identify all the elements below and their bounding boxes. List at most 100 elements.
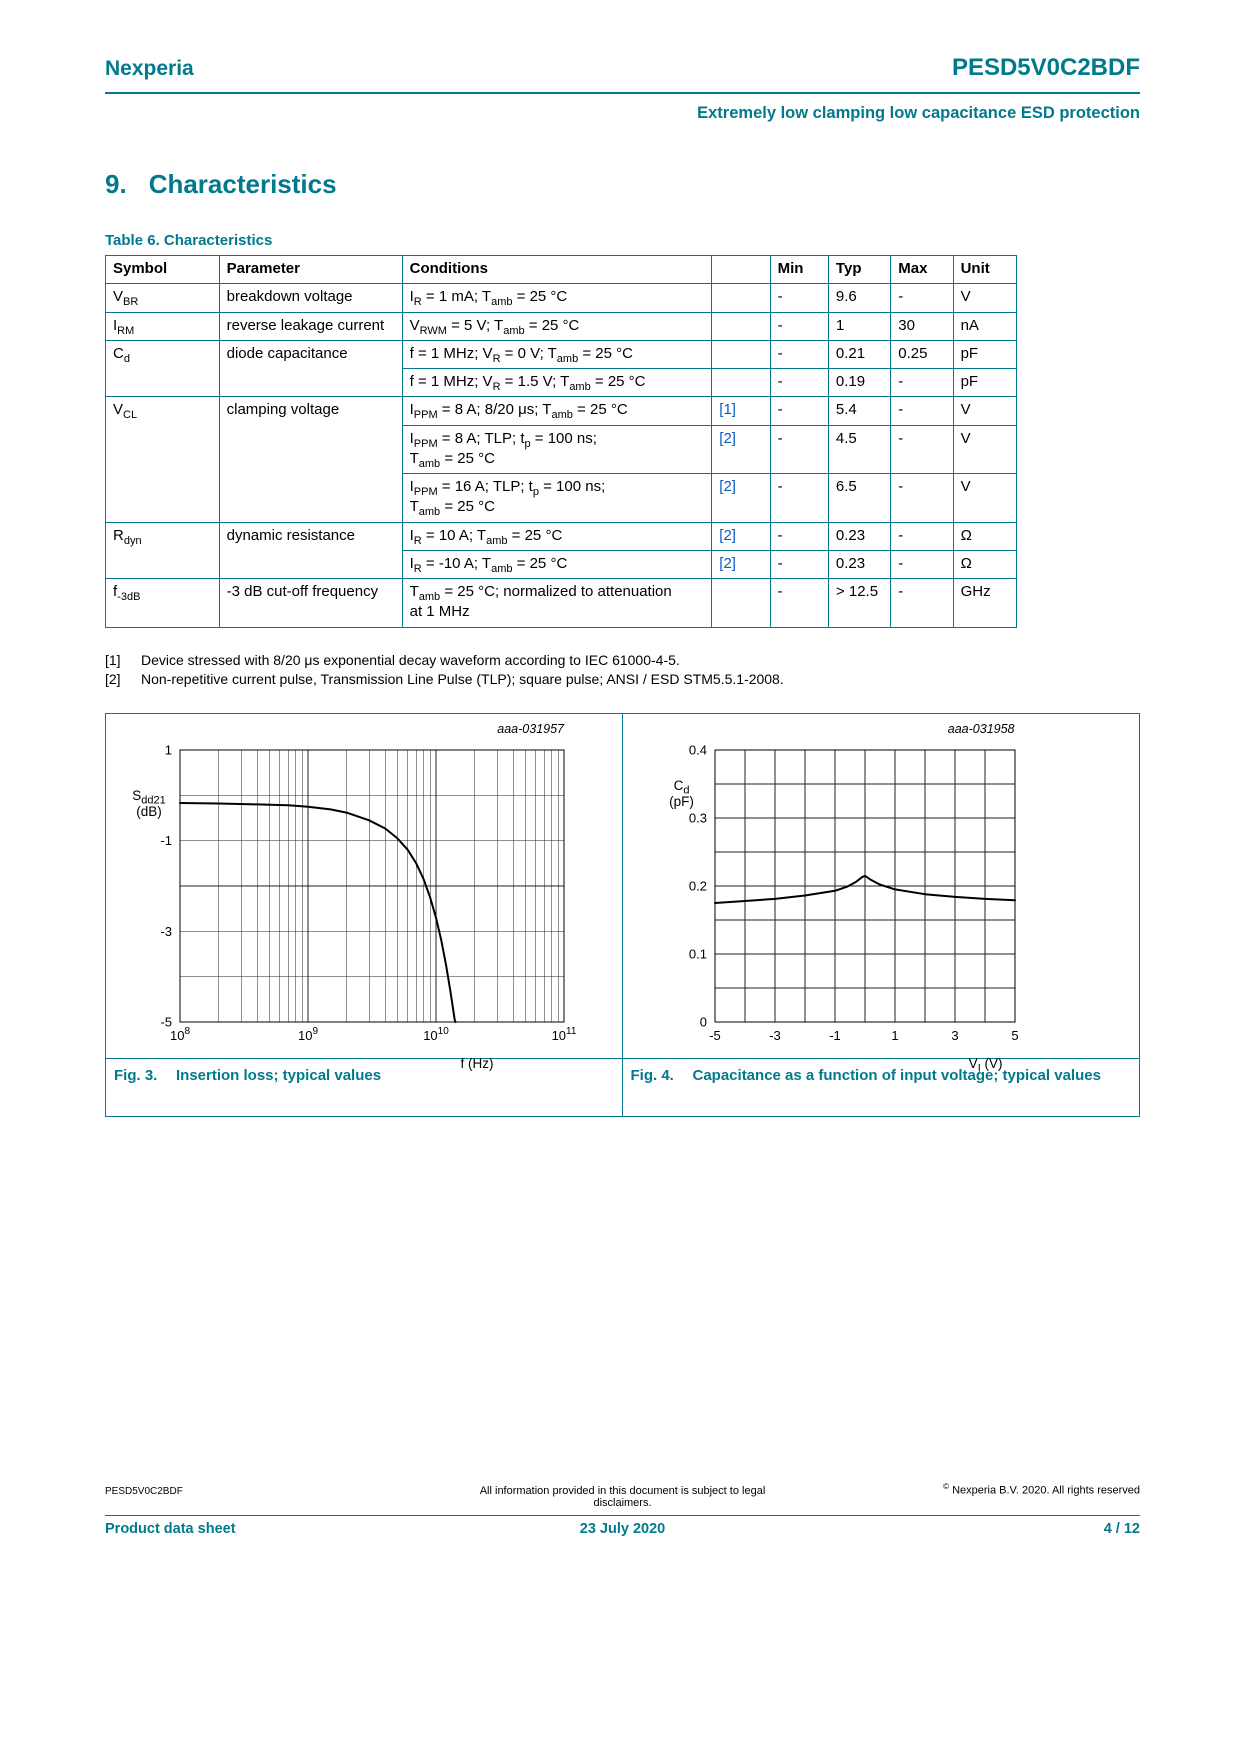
ref-cell: [2] — [711, 424, 771, 474]
col-header-parameter: Parameter — [218, 254, 403, 285]
footer-doc-id: PESD5V0C2BDF — [105, 1485, 183, 1497]
svg-text:5: 5 — [1011, 1028, 1018, 1043]
typ-cell: 0.23 — [827, 521, 892, 551]
section-number: 9. — [105, 169, 127, 199]
parameter-cell: reverse leakage current — [218, 311, 403, 341]
unit-cell: V — [952, 396, 1018, 426]
plot-id-label: aaa-031957 — [497, 721, 564, 736]
page-header: Nexperia PESD5V0C2BDF — [105, 54, 1140, 82]
typ-cell: 6.5 — [827, 473, 892, 523]
figure-caption-text: Insertion loss; typical values — [176, 1066, 382, 1084]
footnote: [2] Non-repetitive current pulse, Transm… — [105, 671, 1140, 687]
svg-text:109: 109 — [298, 1026, 318, 1043]
typ-cell: 0.21 — [827, 339, 892, 370]
max-cell: - — [890, 578, 954, 628]
max-cell: 30 — [890, 311, 954, 341]
table-caption: Table 6. Characteristics — [105, 232, 273, 249]
svg-text:3: 3 — [951, 1028, 958, 1043]
plot-id-label: aaa-031958 — [947, 721, 1015, 736]
symbol-cell: f-3dB — [105, 578, 220, 628]
col-header-unit: Unit — [952, 254, 1018, 285]
footer-rule — [105, 1514, 1140, 1516]
ref-cell — [711, 283, 771, 313]
max-cell: - — [890, 367, 954, 398]
parameter-cell: diode capacitance — [218, 339, 403, 398]
svg-text:1011: 1011 — [552, 1026, 577, 1043]
y-axis-label: Cd (pF) — [669, 777, 694, 810]
footer-legal-row: PESD5V0C2BDF All information provided in… — [105, 1482, 1140, 1509]
min-cell: - — [769, 473, 829, 523]
footnote-ref-link[interactable]: [2] — [719, 429, 736, 447]
ref-cell: [1] — [711, 396, 771, 426]
table-row: Rdyn dynamic resistance IR = 10 A; Tamb … — [105, 521, 1018, 579]
conditions-cell: IPPM = 16 A; TLP; tp = 100 ns; Tamb = 25 … — [401, 473, 713, 523]
figure-3: aaa-031957 108 109 1010 1011 1 -1 -3 -5 Sdd21 (d… — [106, 713, 623, 1116]
symbol-cell: VBR — [105, 283, 220, 313]
conditions-cell: Tamb = 25 °C; normalized to attenuation a… — [401, 578, 713, 628]
section-heading: 9. Characteristics — [105, 169, 1140, 200]
typ-cell: 9.6 — [827, 283, 892, 313]
svg-text:1: 1 — [891, 1028, 898, 1043]
min-cell: - — [769, 521, 829, 551]
svg-text:-3: -3 — [769, 1028, 781, 1043]
typ-cell: 5.4 — [827, 396, 892, 426]
ref-cell: [2] — [711, 549, 771, 580]
footnote-text: Non-repetitive current pulse, Transmissi… — [141, 670, 784, 687]
ref-cell — [711, 578, 771, 628]
unit-cell: nA — [952, 311, 1018, 341]
footer-info-row: Product data sheet 23 July 2020 4 / 12 — [105, 1521, 1140, 1537]
min-cell: - — [769, 283, 829, 313]
min-cell: - — [769, 578, 829, 628]
col-header-ref — [711, 254, 771, 285]
col-header-max: Max — [890, 254, 954, 285]
footnote-ref-link[interactable]: [2] — [719, 478, 736, 495]
parameter-cell: -3 dB cut-off frequency — [218, 578, 403, 628]
typ-cell: 0.19 — [827, 367, 892, 398]
typ-cell: 4.5 — [827, 424, 892, 474]
table-row: IPPM = 8 A; TLP; tp = 100 ns; Tamb = 25 °… — [106, 424, 1018, 474]
svg-text:-5: -5 — [160, 1014, 172, 1029]
symbol-cell: Cd — [105, 339, 220, 398]
min-cell: - — [769, 339, 829, 370]
conditions-cell: f = 1 MHz; VR = 1.5 V; Tamb = 25 °C — [401, 367, 713, 398]
unit-cell: V — [952, 424, 1018, 474]
ref-cell — [711, 367, 771, 398]
figure-caption: Fig. 4. Capacitance as a function of inp… — [622, 1057, 1139, 1116]
footnote-ref-link[interactable]: [2] — [719, 554, 736, 572]
section-title: Characteristics — [148, 169, 337, 199]
figure-caption-label: Fig. 4. — [630, 1066, 674, 1084]
insertion-loss-chart-area: aaa-031957 108 109 1010 1011 1 -1 -3 -5 Sdd21 (d… — [106, 714, 622, 1071]
max-cell: - — [890, 549, 954, 580]
x-axis-label: f (Hz) — [460, 1055, 494, 1071]
max-cell: - — [890, 424, 954, 474]
svg-text:0.3: 0.3 — [688, 810, 706, 825]
characteristics-table: Symbol Parameter Conditions Min Typ Max … — [105, 254, 1018, 628]
footnote-text: Device stressed with 8/20 μs exponential… — [141, 651, 680, 668]
typ-cell: 0.23 — [827, 549, 892, 580]
table-row: IR = -10 A; Tamb = 25 °C [2] - 0.23 - Ω — [106, 549, 1018, 580]
parameter-cell: dynamic resistance — [218, 521, 403, 579]
footnote-ref-link[interactable]: [1] — [719, 401, 736, 419]
ref-cell: [2] — [711, 521, 771, 551]
footnotes: [1] Device stressed with 8/20 μs exponen… — [105, 652, 1140, 687]
table-row: IRM reverse leakage current VRWM = 5 V; … — [105, 311, 1018, 341]
typ-cell: > 12.5 — [827, 578, 892, 628]
min-cell: - — [769, 549, 829, 580]
x-axis-label: VI (V) — [968, 1055, 1003, 1075]
y-axis-label: Sdd21 (dB) — [132, 787, 166, 820]
max-cell: 0.25 — [890, 339, 954, 370]
parameter-cell: clamping voltage — [218, 396, 403, 523]
conditions-cell: IPPM = 8 A; 8/20 μs; Tamb = 25 °C — [401, 396, 713, 426]
conditions-cell: f = 1 MHz; VR = 0 V; Tamb = 25 °C — [401, 339, 713, 370]
conditions-cell: IR = 10 A; Tamb = 25 °C — [401, 521, 713, 551]
brand-wordmark: Nexperia — [105, 57, 194, 80]
footnote-ref-link[interactable]: [2] — [719, 526, 736, 544]
max-cell: - — [890, 283, 954, 313]
footer-disclaimer: All information provided in this documen… — [479, 1484, 766, 1509]
figure-4: aaa-031958 -5 -3 -1 1 3 5 0 0.1 0.2 0.3 0.4 Cd (pF)… — [622, 714, 1139, 1116]
max-cell: - — [890, 521, 954, 551]
col-header-typ: Typ — [827, 254, 892, 285]
symbol-cell: Rdyn — [105, 521, 220, 579]
conditions-cell: IPPM = 8 A; TLP; tp = 100 ns; Tamb = 25 °… — [401, 424, 713, 474]
svg-text:1010: 1010 — [423, 1026, 449, 1043]
